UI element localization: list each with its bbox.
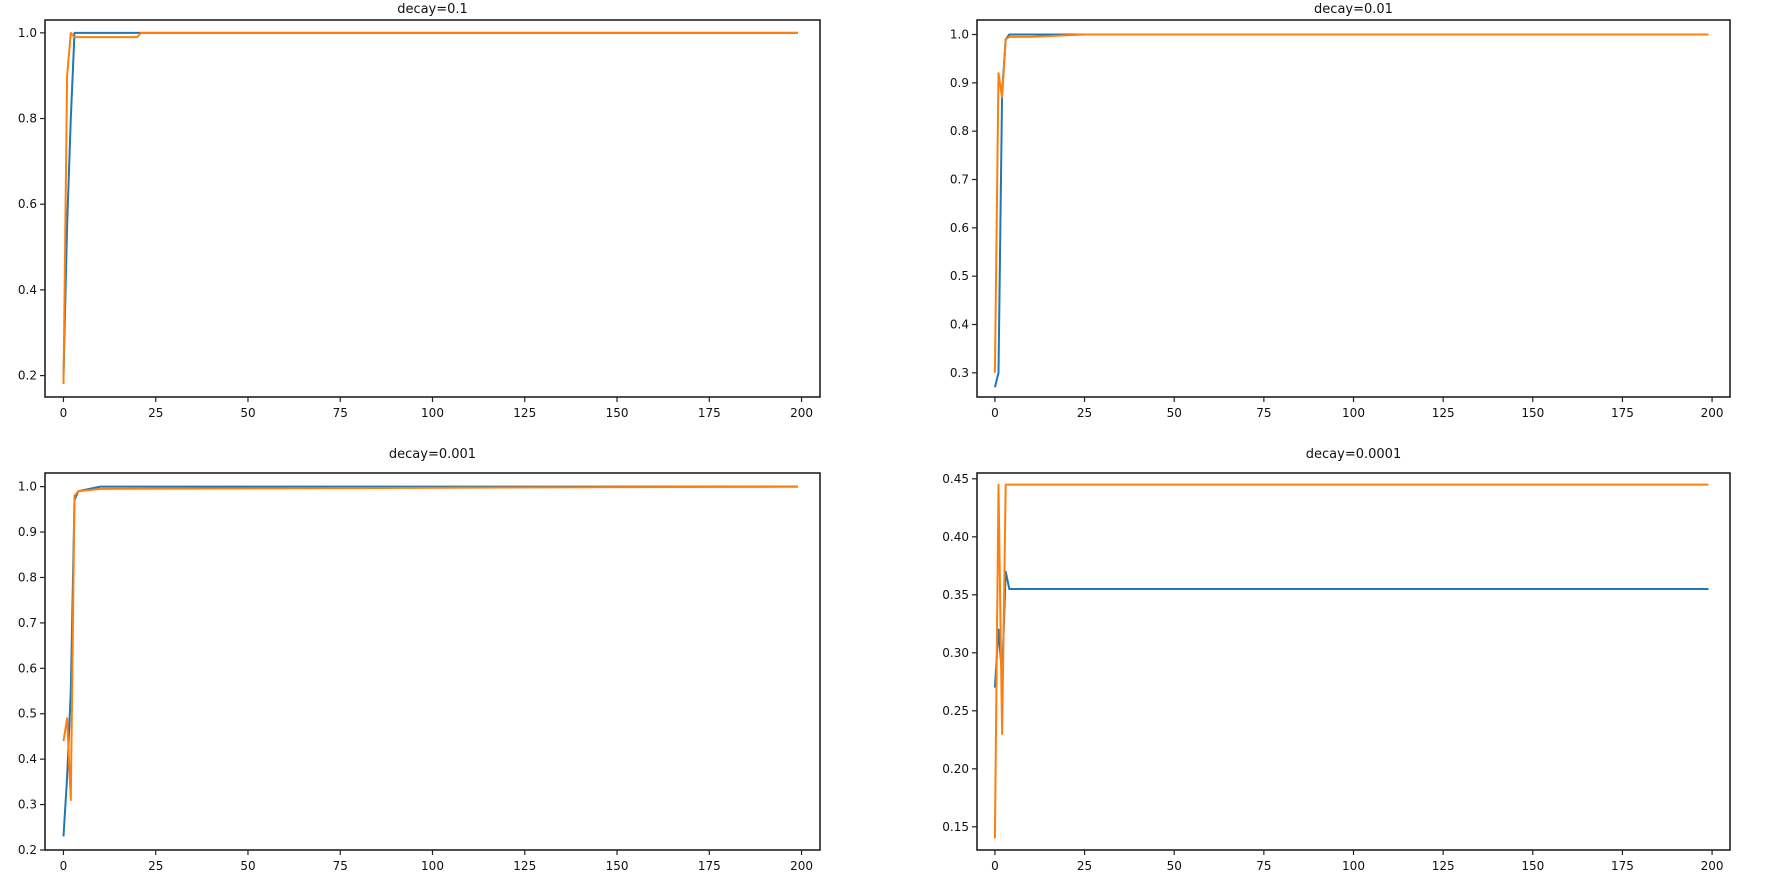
x-tick-label: 125	[1432, 859, 1455, 873]
x-tick-label: 125	[513, 859, 536, 873]
x-tick-label: 25	[1077, 859, 1092, 873]
axes-frame	[976, 19, 1731, 398]
x-tick-label: 50	[240, 406, 255, 420]
y-tick-label: 0.9	[18, 525, 37, 539]
subplot-title: decay=0.1	[397, 2, 468, 17]
x-tick-label: 100	[1342, 406, 1365, 420]
x-tick-label: 150	[1521, 859, 1544, 873]
y-tick-label: 0.4	[18, 752, 37, 766]
y-tick-label: 0.15	[942, 820, 969, 834]
subplot-title: decay=0.01	[1314, 2, 1393, 17]
x-tick-label: 150	[606, 859, 629, 873]
x-tick-label: 0	[60, 859, 68, 873]
subplot-decay-0-1: decay=0.1 0 25 50 75 100 125 150 175 200 0.2 0.4 0.…	[0, 0, 886, 444]
x-tick-label: 175	[698, 406, 721, 420]
x-tick-label: 50	[1167, 859, 1182, 873]
x-tick-label: 50	[240, 859, 255, 873]
y-tick-label: 0.40	[942, 530, 969, 544]
x-tick-label: 200	[1701, 406, 1724, 420]
x-tick-label: 125	[513, 406, 536, 420]
x-tick-label: 75	[1256, 859, 1271, 873]
axes-frame	[44, 19, 821, 398]
plot-area: 0 25 50 75 100 125 150 175 200 0.2 0.3 0.4 0.5 0.6 0.7…	[18, 472, 821, 873]
subplot-decay-0-001: decay=0.001 0 25 50 75 100 125 150 175 200 0.2 0.3…	[0, 444, 886, 888]
y-tick-label: 0.3	[18, 798, 37, 812]
line-series_2	[62, 485, 798, 801]
x-tick-label: 50	[1167, 406, 1182, 420]
y-tick-label: 0.7	[18, 616, 37, 630]
plot-area: 0 25 50 75 100 125 150 175 200 0.3 0.4 0.5 0.6 0.7 0.8…	[950, 19, 1731, 420]
y-tick-label: 1.0	[18, 26, 37, 40]
x-tick-label: 200	[1701, 859, 1724, 873]
y-tick-label: 0.5	[18, 707, 37, 721]
y-tick-label: 0.25	[942, 704, 969, 718]
y-tick-label: 0.4	[18, 283, 37, 297]
x-tick-label: 75	[1256, 406, 1271, 420]
y-tick-label: 0.8	[18, 112, 37, 126]
subplot-decay-0-01: decay=0.01 0 25 50 75 100 125 150 175 200 0.3 0.4 0…	[886, 0, 1772, 444]
y-tick-label: 0.4	[950, 318, 969, 332]
x-tick-label: 150	[606, 406, 629, 420]
plot-area: 0 25 50 75 100 125 150 175 200 0.2 0.4 0.6 0.8 1.0	[18, 19, 821, 420]
x-tick-label: 100	[421, 406, 444, 420]
y-tick-label: 0.30	[942, 646, 969, 660]
y-tick-label: 0.3	[950, 366, 969, 380]
x-tick-label: 25	[1077, 406, 1092, 420]
x-tick-label: 175	[698, 859, 721, 873]
subplot-title: decay=0.0001	[1305, 447, 1402, 462]
x-tick-label: 100	[1342, 859, 1365, 873]
y-tick-label: 0.45	[942, 472, 969, 486]
x-tick-label: 75	[333, 406, 348, 420]
axes-frame	[976, 472, 1731, 851]
x-tick-label: 25	[148, 859, 163, 873]
subplot-title: decay=0.001	[388, 447, 477, 462]
x-tick-label: 150	[1521, 406, 1544, 420]
axes-frame	[44, 472, 821, 851]
x-tick-label: 125	[1432, 406, 1455, 420]
x-tick-label: 0	[991, 859, 999, 873]
x-tick-label: 0	[991, 406, 999, 420]
x-tick-label: 175	[1611, 406, 1634, 420]
y-tick-label: 0.6	[18, 661, 37, 675]
x-tick-label: 200	[790, 859, 813, 873]
y-tick-label: 0.20	[942, 762, 969, 776]
y-tick-label: 0.6	[18, 197, 37, 211]
y-tick-label: 0.8	[18, 570, 37, 584]
y-tick-label: 0.5	[950, 269, 969, 283]
y-tick-label: 1.0	[950, 28, 969, 42]
y-tick-label: 0.9	[950, 76, 969, 90]
line-series_2	[993, 483, 1709, 839]
y-tick-label: 0.2	[18, 843, 37, 857]
x-tick-label: 0	[60, 406, 68, 420]
x-tick-label: 100	[421, 859, 444, 873]
y-tick-label: 0.35	[942, 588, 969, 602]
plot-area: 0 25 50 75 100 125 150 175 200 0.15 0.20 0.25 0.30 0.…	[942, 472, 1731, 873]
line-series_2	[62, 31, 798, 385]
y-tick-label: 0.7	[950, 173, 969, 187]
y-tick-label: 0.2	[18, 369, 37, 383]
x-tick-label: 175	[1611, 859, 1634, 873]
y-tick-label: 0.8	[950, 124, 969, 138]
x-tick-label: 75	[333, 859, 348, 873]
x-tick-label: 200	[790, 406, 813, 420]
line-series_2	[993, 33, 1709, 373]
y-tick-label: 1.0	[18, 480, 37, 494]
subplot-decay-0-0001: decay=0.0001 0 25 50 75 100 125 150 175 200 0.15 0…	[886, 444, 1772, 888]
y-tick-label: 0.6	[950, 221, 969, 235]
x-tick-label: 25	[148, 406, 163, 420]
